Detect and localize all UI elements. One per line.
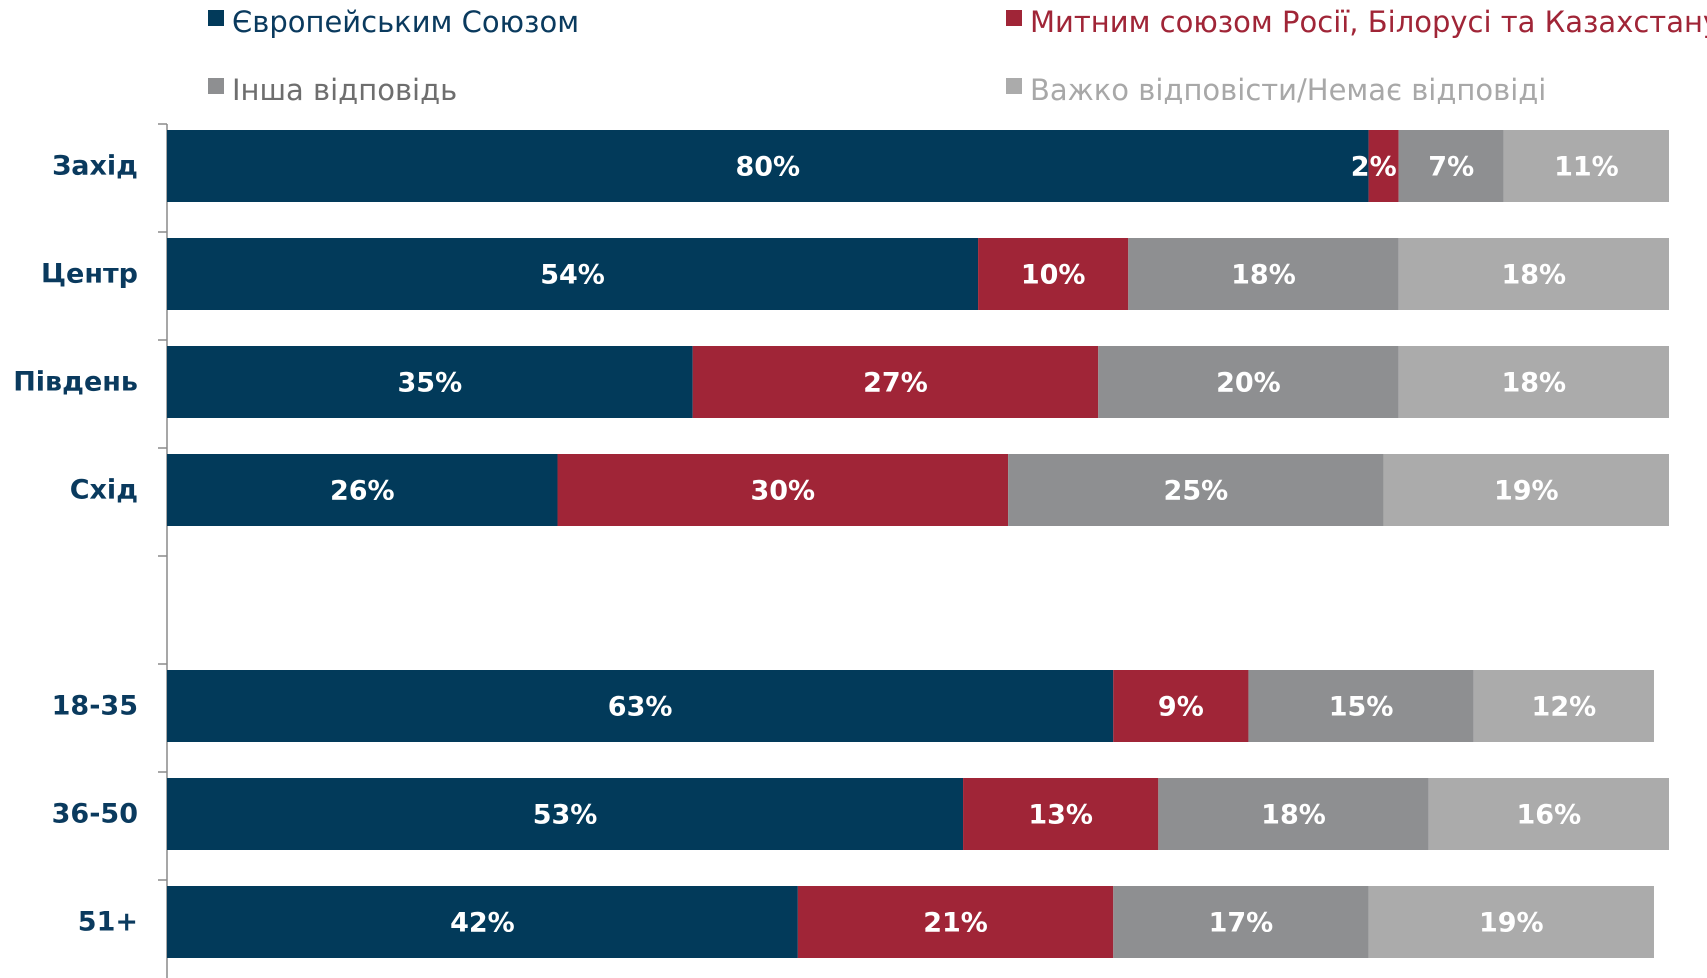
data-label: 26% — [330, 476, 395, 507]
bar-segment — [1008, 454, 1384, 526]
legend-swatch — [208, 78, 224, 94]
data-label: 21% — [923, 908, 988, 939]
data-label: 63% — [608, 692, 673, 723]
data-label: 53% — [533, 800, 598, 831]
data-label: 27% — [863, 368, 928, 399]
bar-segment — [1113, 670, 1249, 742]
legend-swatch — [1006, 10, 1022, 26]
bar-segment — [1428, 778, 1669, 850]
data-label: 35% — [398, 368, 463, 399]
data-label: 16% — [1517, 800, 1582, 831]
data-label: 9% — [1158, 692, 1204, 723]
legend-label: Європейським Союзом — [232, 5, 579, 39]
legend-label: Митним союзом Росії, Білорусі та Казахст… — [1030, 5, 1707, 39]
data-label: 25% — [1164, 476, 1229, 507]
data-label: 17% — [1209, 908, 1274, 939]
data-label: 30% — [750, 476, 815, 507]
data-label: 18% — [1231, 260, 1296, 291]
bar-segment — [167, 454, 558, 526]
legend-label: Інша відповідь — [232, 73, 457, 107]
legend-item: Європейським Союзом — [208, 5, 579, 39]
category-label: 51+ — [78, 907, 138, 938]
category-label: 36-50 — [52, 799, 138, 830]
category-label: Захід — [52, 151, 138, 182]
category-label: Південь — [13, 367, 138, 398]
legend-item: Важко відповісти/Немає відповіді — [1006, 73, 1546, 107]
bar-segment — [167, 886, 798, 958]
bar-segment — [1113, 886, 1369, 958]
bar-segment — [692, 346, 1099, 418]
data-label: 20% — [1216, 368, 1281, 399]
legend-swatch — [208, 10, 224, 26]
bar-segment — [167, 778, 964, 850]
category-label: Схід — [70, 475, 138, 506]
bar-segment — [1098, 346, 1399, 418]
bar-segment — [167, 238, 979, 310]
bar-segment — [1383, 454, 1669, 526]
bar-segment — [1368, 886, 1654, 958]
bar-segment — [978, 238, 1129, 310]
bar-segment — [1128, 238, 1399, 310]
bar-segment — [963, 778, 1159, 850]
legend-item: Митним союзом Росії, Білорусі та Казахст… — [1006, 5, 1707, 39]
data-label: 19% — [1494, 476, 1559, 507]
data-label: 13% — [1028, 800, 1093, 831]
legend-item: Інша відповідь — [208, 73, 457, 107]
bar-segment — [1398, 238, 1669, 310]
bar-segment — [1398, 346, 1669, 418]
bar-segment — [1473, 670, 1654, 742]
data-label: 7% — [1428, 152, 1474, 183]
legend-swatch — [1006, 78, 1022, 94]
bar-segment — [1158, 778, 1429, 850]
bar-segment — [1398, 130, 1504, 202]
data-label: 18% — [1501, 260, 1566, 291]
legend-label: Важко відповісти/Немає відповіді — [1030, 73, 1546, 107]
data-label: 12% — [1532, 692, 1597, 723]
bar-segment — [167, 130, 1369, 202]
data-label: 18% — [1501, 368, 1566, 399]
data-label: 18% — [1261, 800, 1326, 831]
bar-segment — [797, 886, 1114, 958]
bar-segment — [167, 346, 693, 418]
bar-segment — [167, 670, 1114, 742]
data-label: 10% — [1021, 260, 1086, 291]
bar-area: 80% 2% 7% 11% 54% 10% 18% 18% 35% 27% 20% 18% 26% 30%… — [167, 130, 1669, 958]
bar-segment — [1368, 130, 1399, 202]
data-label: 80% — [735, 152, 800, 183]
category-label: Центр — [41, 259, 138, 290]
data-label: 42% — [450, 908, 515, 939]
data-label: 2% — [1351, 152, 1397, 183]
data-label: 15% — [1329, 692, 1394, 723]
data-label: 11% — [1554, 152, 1619, 183]
bar-segment — [557, 454, 1009, 526]
chart-legend: Європейським Союзом Митним союзом Росії, … — [208, 5, 1707, 107]
category-axis: Захід Центр Південь Схід 18-35 36-50 51+ — [13, 123, 168, 978]
bar-segment — [1248, 670, 1474, 742]
data-label: 54% — [540, 260, 605, 291]
data-label: 19% — [1479, 908, 1544, 939]
bar-segment — [1503, 130, 1669, 202]
category-label: 18-35 — [52, 691, 138, 722]
